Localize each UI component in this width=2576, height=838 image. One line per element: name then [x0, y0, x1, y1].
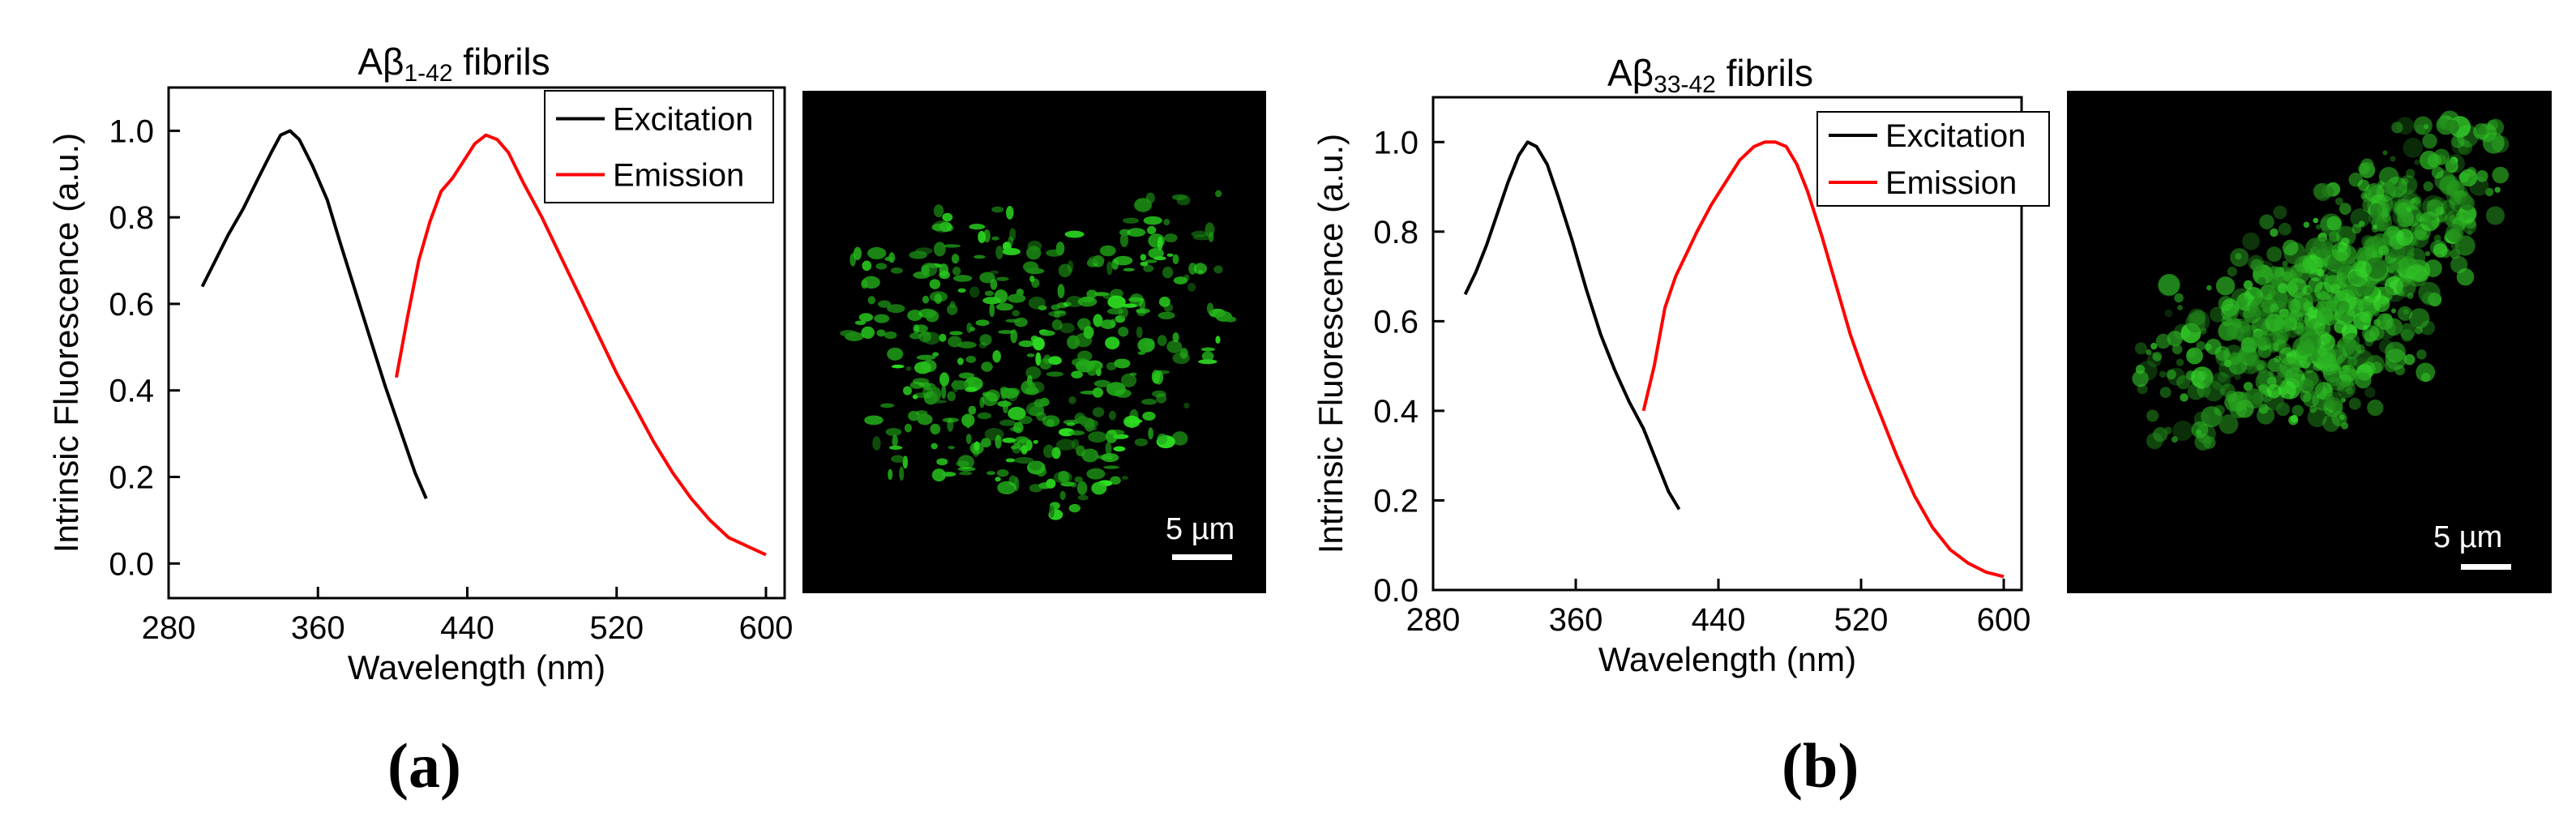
series-line-excitation	[200, 129, 428, 499]
x-tick-label: 600	[739, 610, 794, 646]
y-tick-label: 0.8	[109, 200, 154, 236]
x-axis-label: Wavelength (nm)	[348, 648, 605, 686]
scale-bar-label: 5 µm	[2433, 520, 2503, 554]
y-axis-label: Intrinsic Fluorescence (a.u.)	[47, 133, 85, 553]
legend-label: Emission	[1885, 165, 2017, 201]
fluorescence-image-a	[840, 190, 1237, 520]
y-tick-label: 0.4	[109, 374, 154, 409]
plot-frame	[167, 86, 786, 600]
panel-label-a: (a)	[387, 730, 461, 801]
x-tick-label: 280	[142, 610, 196, 646]
y-tick-label: 0.2	[109, 460, 154, 496]
title-suffix: fibrils	[453, 41, 550, 83]
y-tick-label: 0.2	[1373, 483, 1419, 519]
chart-title: Aβ1-42 fibrils	[357, 41, 550, 87]
title-subscript: 33-42	[1654, 71, 1716, 98]
fluorescence-image-b	[2132, 110, 2510, 451]
x-tick-label: 360	[291, 610, 345, 646]
chart-b: 280 360 440 520 600 0.0 0.2 0.4 0.6 0.8 1.0 Wavelen…	[1312, 52, 2050, 678]
legend-label: Emission	[613, 158, 744, 194]
series-line-excitation	[1463, 140, 1681, 511]
legend-box	[544, 90, 774, 203]
micrograph-b: 5 µm	[2067, 91, 2552, 593]
y-tick-label: 0.4	[1373, 394, 1419, 430]
legend-label: Excitation	[1885, 118, 2026, 154]
micrograph-a: 5 µm	[802, 91, 1266, 593]
y-tick-label: 1.0	[1373, 125, 1419, 160]
y-tick-label: 0.6	[109, 287, 154, 323]
title-main: Aβ	[1607, 52, 1654, 94]
x-tick-label: 520	[589, 610, 644, 646]
scale-bar-label: 5 µm	[1166, 512, 1235, 546]
x-tick-label: 600	[1977, 602, 2031, 638]
title-suffix: fibrils	[1716, 52, 1813, 94]
scale-bar	[1172, 554, 1232, 560]
y-axis-label: Intrinsic Fluorescence (a.u.)	[1312, 134, 1350, 554]
legend-box	[1816, 111, 2050, 207]
series-line-emission	[1641, 140, 2005, 579]
chart-a: 280 360 440 520 600 0.0 0.2 0.4 0.6 0.8 1.0 Wavelen…	[47, 41, 793, 686]
plot-frame	[1431, 96, 2023, 592]
x-tick-label: 280	[1406, 602, 1461, 638]
y-tick-label: 0.0	[1373, 573, 1419, 609]
title-subscript: 1-42	[404, 60, 452, 87]
title-main: Aβ	[357, 41, 404, 83]
y-tick-label: 0.6	[1373, 304, 1419, 340]
y-tick-label: 0.8	[1373, 215, 1419, 250]
legend-label: Excitation	[613, 102, 753, 138]
scale-bar	[2461, 564, 2511, 570]
x-axis-label: Wavelength (nm)	[1598, 640, 1856, 678]
series-line-emission	[395, 133, 767, 557]
x-tick-label: 520	[1834, 602, 1889, 638]
y-tick-label: 1.0	[109, 113, 154, 149]
panel-label-b: (b)	[1782, 730, 1859, 801]
x-tick-label: 440	[440, 610, 494, 646]
y-tick-label: 0.0	[109, 546, 154, 582]
x-tick-label: 360	[1549, 602, 1603, 638]
chart-title: Aβ33-42 fibrils	[1607, 52, 1813, 98]
x-tick-label: 440	[1692, 602, 1746, 638]
